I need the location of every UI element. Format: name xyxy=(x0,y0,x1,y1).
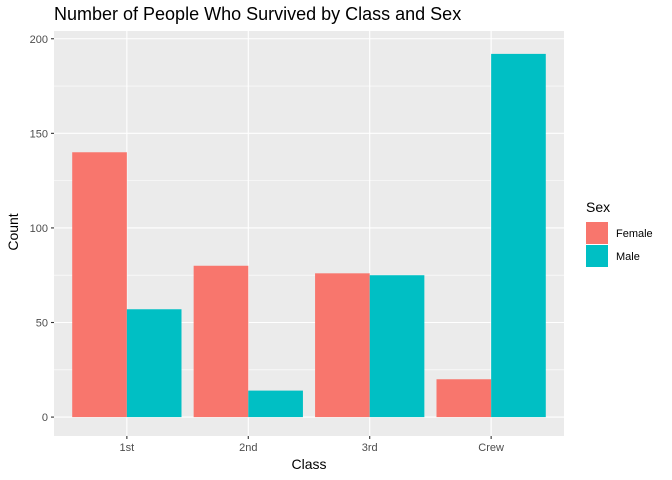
chart-title: Number of People Who Survived by Class a… xyxy=(54,4,461,24)
x-axis-title: Class xyxy=(291,456,326,472)
y-tick-label: 200 xyxy=(30,34,48,46)
x-tick-label: 3rd xyxy=(362,442,378,454)
bar-female-3rd xyxy=(315,273,370,418)
legend-title: Sex xyxy=(586,199,610,215)
bar-female-1st xyxy=(72,152,127,418)
bar-male-crew xyxy=(491,53,546,418)
y-axis-title: Count xyxy=(5,213,21,250)
x-tick-label: Crew xyxy=(478,442,504,454)
bar-female-crew xyxy=(436,379,492,418)
legend-label-male: Male xyxy=(616,251,640,263)
bar-male-3rd xyxy=(369,275,425,418)
bar-female-2nd xyxy=(193,265,249,418)
x-axis: 1st 2nd 3rd Crew xyxy=(120,436,504,454)
legend-key-male xyxy=(586,245,608,267)
legend-label-female: Female xyxy=(616,228,653,240)
y-tick-label: 150 xyxy=(30,128,48,140)
y-tick-label: 100 xyxy=(30,223,48,235)
legend: Sex Female Male xyxy=(586,199,653,267)
y-tick-label: 0 xyxy=(42,412,48,424)
bar-male-2nd xyxy=(248,390,303,418)
x-tick-label: 1st xyxy=(120,442,135,454)
legend-key-female xyxy=(586,222,608,244)
y-axis: 0 50 100 150 200 xyxy=(30,34,54,424)
y-tick-label: 50 xyxy=(36,318,48,330)
bar-male-1st xyxy=(126,309,182,418)
x-tick-label: 2nd xyxy=(239,442,257,454)
bars xyxy=(72,53,546,418)
